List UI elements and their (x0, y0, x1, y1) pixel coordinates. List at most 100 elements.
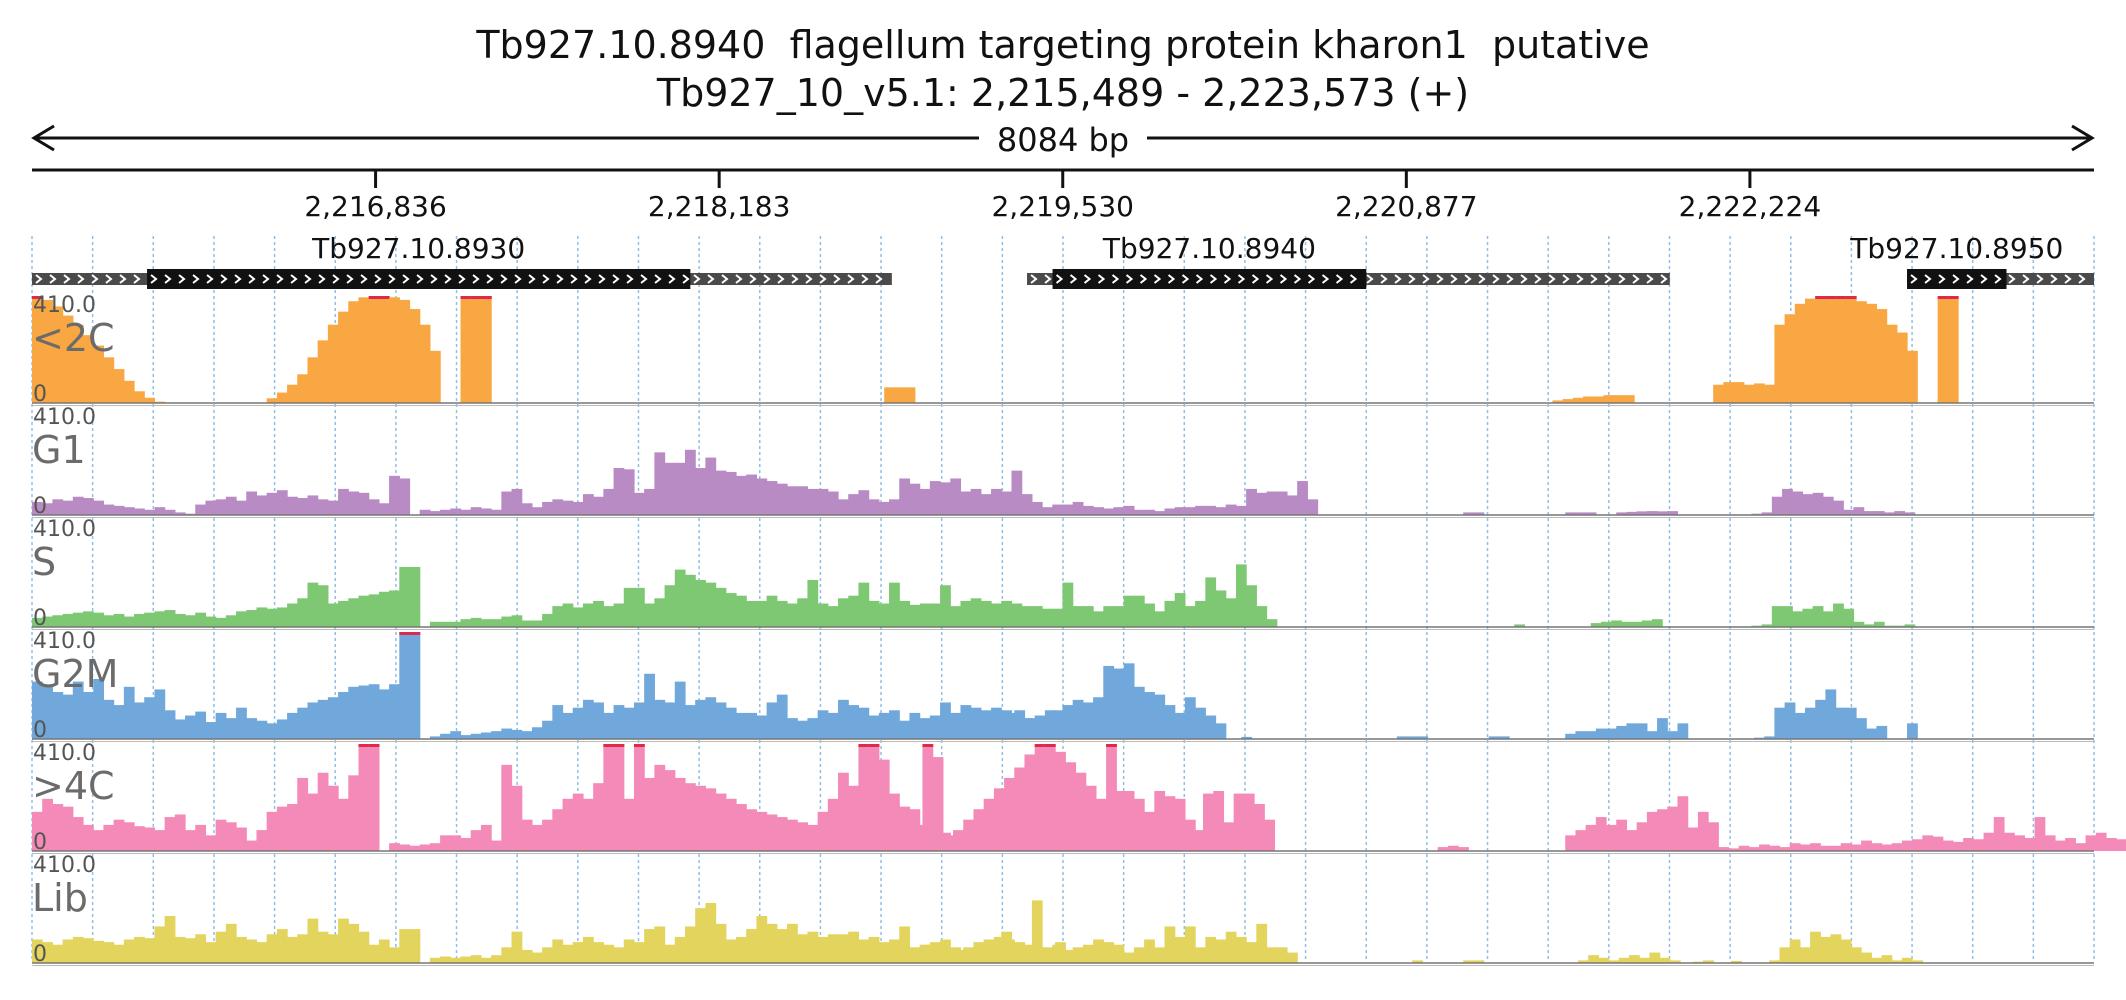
coverage-bar (1907, 723, 1918, 739)
coverage-bar (1133, 509, 1145, 515)
coverage-bar (1881, 844, 1893, 851)
coverage-bar (1646, 811, 1658, 851)
coverage-bar (552, 939, 564, 963)
coverage-bar (1062, 949, 1074, 963)
coverage-bar (42, 299, 53, 403)
coverage-bar (1636, 511, 1648, 515)
coverage-bar (1205, 505, 1217, 515)
coverage-bar (1233, 960, 1245, 963)
coverage-bar (154, 401, 166, 403)
coverage-bar (52, 944, 64, 963)
coverage-bar (1794, 712, 1806, 739)
gene-cds-bar (147, 269, 691, 289)
strand-chevron (318, 274, 326, 284)
coverage-bar (909, 947, 921, 963)
coverage-bar (287, 603, 298, 627)
clipped-bar-marker (858, 744, 870, 747)
strand-chevron (245, 274, 253, 284)
coverage-bar (297, 707, 309, 739)
coverage-bar (1246, 488, 1257, 515)
coverage-bar (940, 482, 951, 515)
strand-chevron (1464, 274, 1472, 284)
coverage-bar (287, 712, 298, 739)
strand-chevron (1618, 274, 1626, 284)
ruler-tick-label: 2,220,877 (1335, 190, 1478, 223)
coverage-bar (1004, 777, 1015, 851)
coverage-bar (776, 817, 788, 851)
coverage-bar (1687, 827, 1699, 851)
coverage-bar (705, 902, 717, 963)
coverage-bar (225, 615, 237, 627)
coverage-bar (1072, 606, 1084, 627)
coverage-bar (980, 600, 992, 627)
coverage-bar (1062, 832, 1074, 851)
strand-chevron (777, 274, 785, 284)
coverage-bar (1235, 564, 1247, 627)
coverage-bar (174, 613, 186, 627)
coverage-bar (1215, 590, 1227, 627)
coverage-bar (950, 947, 962, 963)
strand-chevron (581, 274, 589, 284)
strand-chevron (192, 274, 200, 284)
coverage-bar (1021, 949, 1033, 963)
strand-chevron (1209, 274, 1218, 284)
coverage-bar (52, 615, 64, 627)
coverage-bar (491, 509, 502, 515)
strand-chevron (161, 274, 169, 284)
strand-chevron (399, 274, 407, 284)
coverage-bar (766, 702, 778, 739)
coverage-bar (654, 764, 666, 851)
strand-chevron (668, 274, 676, 284)
coverage-bar (93, 345, 105, 403)
coverage-bar (1636, 723, 1648, 739)
coverage-bar (103, 699, 115, 739)
strand-chevron (1114, 274, 1122, 284)
coverage-bar (1815, 699, 1827, 739)
coverage-bar (868, 744, 880, 851)
coverage-bar (1215, 507, 1227, 515)
coverage-bar (1164, 796, 1176, 851)
utr-strand-arrows (1030, 274, 1668, 284)
coverage-bar (827, 798, 839, 851)
coverage-bar (1595, 817, 1607, 851)
coverage-bar (766, 923, 778, 963)
chart-subtitle: Tb927_10_v5.1: 2,215,489 - 2,223,573 (+) (656, 71, 1470, 115)
clipped-bar-marker (1044, 744, 1056, 747)
coverage-bar (848, 931, 860, 963)
strand-chevron (385, 274, 393, 284)
coverage-bar (195, 824, 207, 851)
coverage-bar (1595, 728, 1607, 739)
strand-chevron (1660, 274, 1668, 284)
coverage-bar (1072, 947, 1084, 963)
coverage-bar (1215, 939, 1227, 963)
coverage-bar (1871, 843, 1883, 851)
coverage-bar (195, 504, 207, 515)
strand-chevron (472, 274, 480, 284)
coverage-bar (1784, 314, 1796, 403)
coverage-bar (715, 587, 727, 627)
strand-chevron (1055, 274, 1064, 284)
coverage-bar (542, 947, 553, 963)
coverage-bar (1072, 699, 1084, 739)
coverage-bar (603, 712, 615, 739)
coverage-bar (919, 488, 931, 515)
coverage-bar (246, 491, 258, 515)
coverage-bar (1133, 595, 1145, 627)
ruler-tick-label: 2,216,836 (304, 190, 447, 223)
coverage-bar (1184, 507, 1196, 515)
coverage-bar (582, 603, 594, 627)
strand-chevron (1492, 274, 1500, 284)
coverage-bar (327, 500, 339, 515)
coverage-bar (1779, 847, 1791, 851)
coverage-bar (1123, 663, 1135, 739)
strand-chevron (847, 274, 855, 284)
coverage-bar (1646, 511, 1658, 515)
coverage-bar (1562, 399, 1574, 403)
strand-chevron (1265, 274, 1274, 284)
coverage-bar (93, 830, 105, 851)
coverage-bar (848, 705, 860, 739)
coverage-bar (215, 499, 227, 515)
strand-chevron (301, 274, 309, 284)
gene-utr-bar (32, 273, 892, 285)
coverage-bar (1062, 504, 1074, 515)
